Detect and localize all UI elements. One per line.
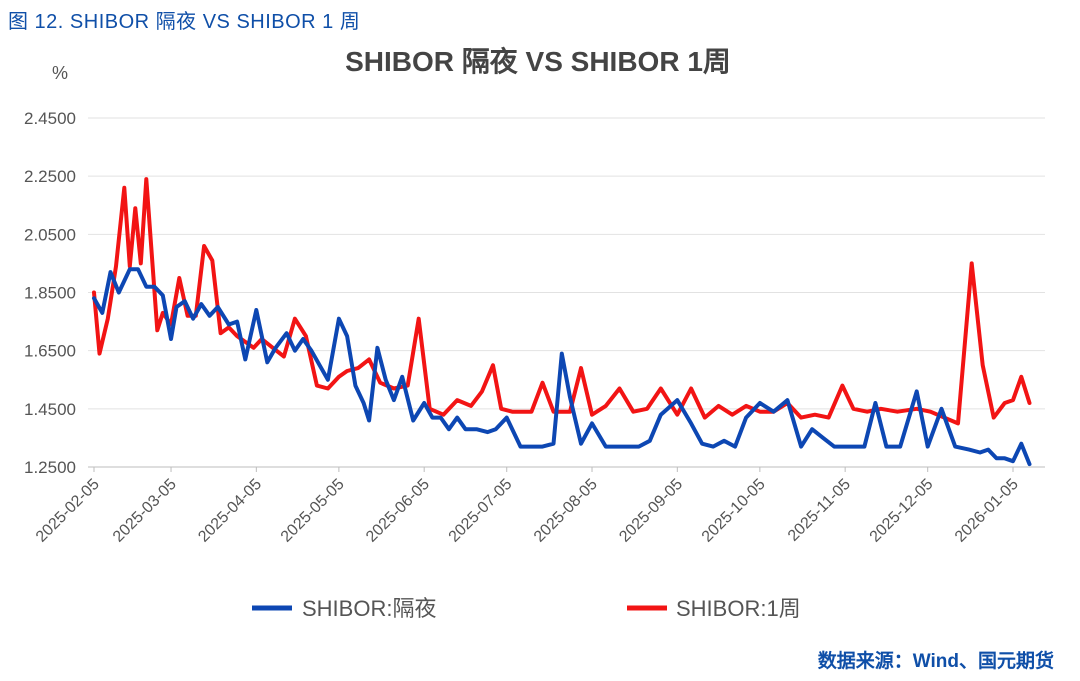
x-tick-label: 2025-09-05: [616, 476, 686, 546]
x-tick-label: 2025-03-05: [110, 476, 180, 546]
data-source-note: 数据来源：Wind、国元期货: [817, 651, 1054, 672]
x-tick-label: 2025-04-05: [195, 476, 265, 546]
figure-caption: 图 12. SHIBOR 隔夜 VS SHIBOR 1 周: [8, 11, 361, 33]
legend: SHIBOR:隔夜 SHIBOR:1周: [252, 596, 801, 621]
y-axis-unit: %: [52, 63, 68, 83]
chart-title: SHIBOR 隔夜 VS SHIBOR 1周: [345, 45, 731, 77]
x-tick-label: 2025-07-05: [446, 476, 516, 546]
y-tick-label: 2.0500: [24, 225, 76, 244]
y-tick-label: 1.2500: [24, 458, 76, 477]
y-tick-label: 1.6500: [24, 342, 76, 361]
x-tick-label: 2025-12-05: [867, 476, 937, 546]
series-lines: [92, 177, 1032, 467]
x-tick-label: 2025-06-05: [363, 476, 433, 546]
x-axis-ticks: 2025-02-05 2025-03-05 2025-04-05 2025-05-05…: [33, 467, 1022, 546]
x-tick-label: 2025-05-05: [278, 476, 348, 546]
x-tick-label: 2025-02-05: [33, 476, 103, 546]
legend-label-week: SHIBOR:1周: [676, 596, 801, 621]
y-axis-ticks: 2.4500 2.2500 2.0500 1.8500 1.6500 1.4500 1.25…: [24, 109, 76, 477]
x-tick-label: 2026-01-05: [952, 476, 1022, 546]
y-tick-label: 1.4500: [24, 400, 76, 419]
y-tick-label: 2.2500: [24, 167, 76, 186]
x-tick-label: 2025-08-05: [531, 476, 601, 546]
series-line-overnight: [92, 267, 1032, 467]
y-tick-label: 2.4500: [24, 109, 76, 128]
legend-label-overnight: SHIBOR:隔夜: [302, 596, 436, 621]
y-tick-label: 1.8500: [24, 284, 76, 303]
x-tick-label: 2025-10-05: [699, 476, 769, 546]
x-tick-label: 2025-11-05: [785, 476, 854, 545]
grid-lines: [88, 117, 1045, 468]
series-line-week: [92, 177, 1032, 426]
